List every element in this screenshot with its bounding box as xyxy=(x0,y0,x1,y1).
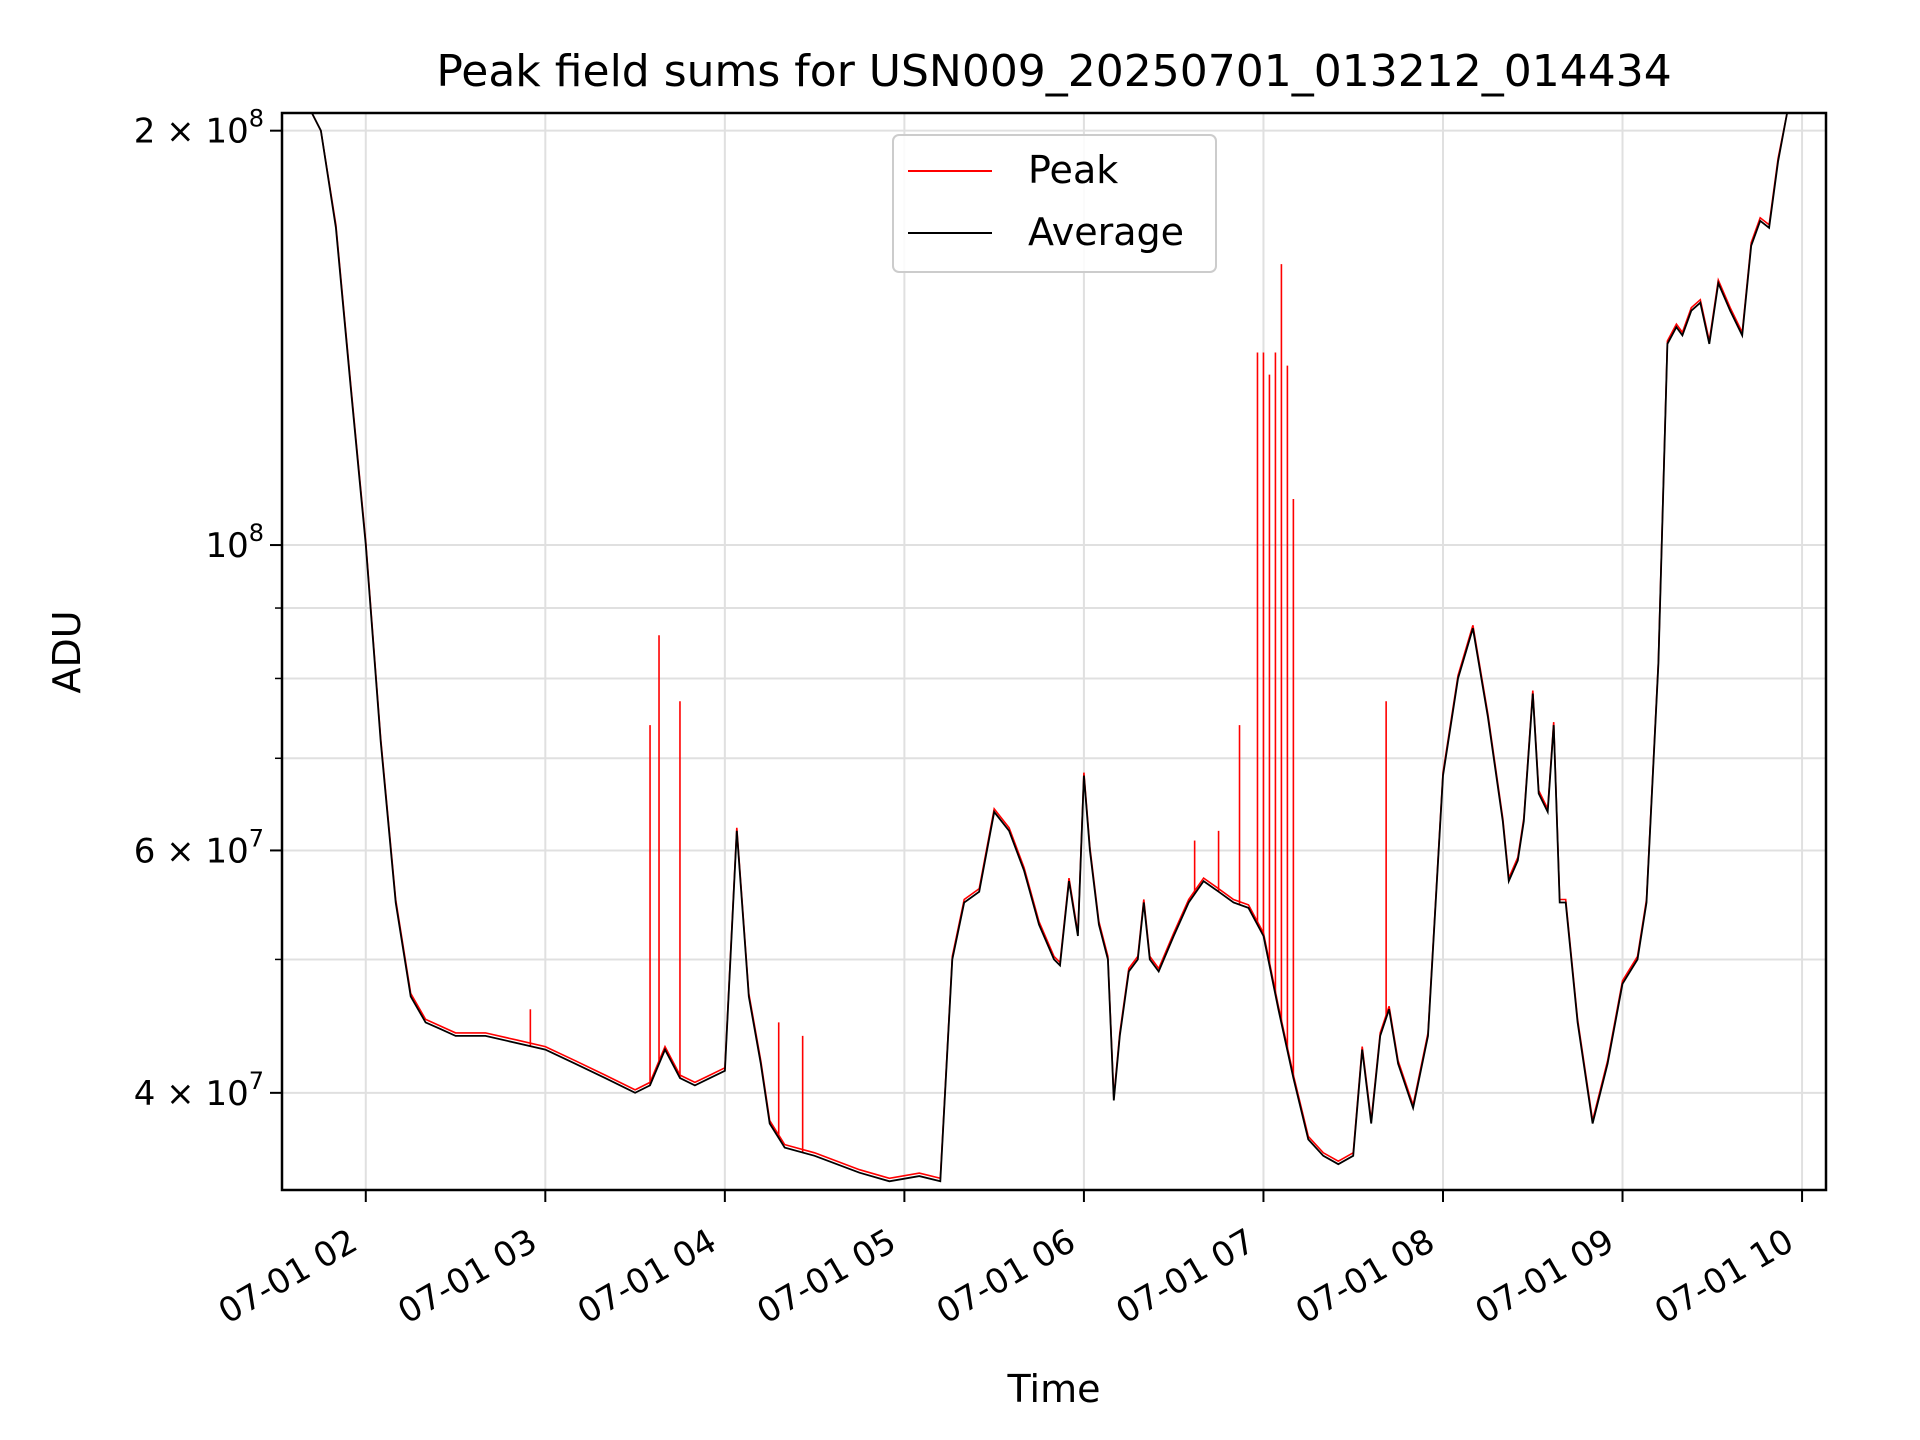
chart-title: Peak field sums for USN009_20250701_0132… xyxy=(436,46,1671,97)
legend: Peak Average xyxy=(892,134,1217,273)
y-axis-label: ADU xyxy=(45,610,89,693)
y-tick-label: 108 xyxy=(205,519,264,566)
legend-label-peak: Peak xyxy=(1028,148,1118,192)
y-tick-base: 6 × 10 xyxy=(134,831,249,871)
y-tick-base: 10 xyxy=(205,526,248,566)
series-line-average xyxy=(282,112,1826,1183)
plot-series xyxy=(282,112,1826,1183)
y-tick-label: 4 × 107 xyxy=(134,1067,264,1114)
legend-label-average: Average xyxy=(1028,210,1184,254)
y-tick-base: 2 × 10 xyxy=(134,112,249,152)
y-tick-exponent: 8 xyxy=(249,105,264,133)
y-tick-label: 6 × 107 xyxy=(134,824,264,871)
x-axis-label: Time xyxy=(1007,1367,1101,1411)
plot-frame xyxy=(280,111,1828,1192)
y-tick-label: 2 × 108 xyxy=(134,105,264,152)
y-tick-base: 4 × 10 xyxy=(134,1074,249,1114)
series-line-peak xyxy=(282,112,1826,1180)
y-tick-exponent: 7 xyxy=(249,1067,264,1095)
legend-box xyxy=(892,134,1217,273)
y-tick-exponent: 8 xyxy=(249,519,264,547)
y-tick-exponent: 7 xyxy=(249,824,264,852)
